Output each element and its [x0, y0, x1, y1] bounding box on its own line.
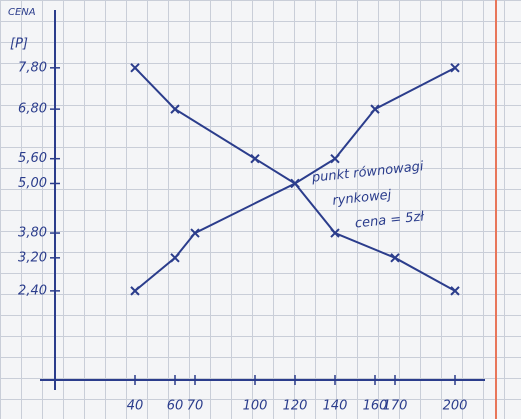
y-tick-label: 3,80	[18, 226, 47, 241]
annotation-line: cena = 5zł	[354, 209, 426, 231]
line	[135, 68, 455, 291]
point	[251, 155, 259, 163]
x-tick-label: 140	[323, 399, 348, 414]
x-tick-label: 40	[127, 399, 144, 414]
point	[191, 229, 199, 237]
y-tick-label: 3,20	[18, 250, 47, 265]
y-tick-label: 5,00	[18, 176, 47, 191]
x-tick-label: 60	[167, 399, 184, 414]
annotation-line: rynkowej	[332, 188, 393, 209]
x-tick-label: 120	[283, 399, 308, 414]
point	[291, 179, 299, 187]
x-tick-label: 70	[187, 399, 204, 414]
point	[451, 64, 459, 72]
x-tick-label: 170	[383, 399, 408, 414]
point	[171, 105, 179, 113]
point	[331, 229, 339, 237]
point	[131, 64, 139, 72]
x-tick-label: 100	[243, 399, 268, 414]
y-tick-label: 5,60	[18, 151, 47, 166]
point	[131, 287, 139, 295]
point	[331, 155, 339, 163]
line	[135, 68, 455, 291]
point	[171, 254, 179, 262]
point	[451, 287, 459, 295]
y-axis-label: [P]	[10, 37, 28, 52]
point	[371, 105, 379, 113]
y-tick-label: 2,40	[18, 283, 47, 298]
y-tick-label: 6,80	[18, 102, 47, 117]
y-tick-label: 7,80	[18, 60, 47, 75]
x-tick-label: 200	[443, 399, 468, 414]
y-axis-label: CENA	[8, 7, 36, 18]
point	[391, 254, 399, 262]
graph-paper: CENA [P] punkt równowagi rynkowej cena =…	[0, 0, 521, 419]
chart: CENA [P] punkt równowagi rynkowej cena =…	[0, 0, 521, 419]
